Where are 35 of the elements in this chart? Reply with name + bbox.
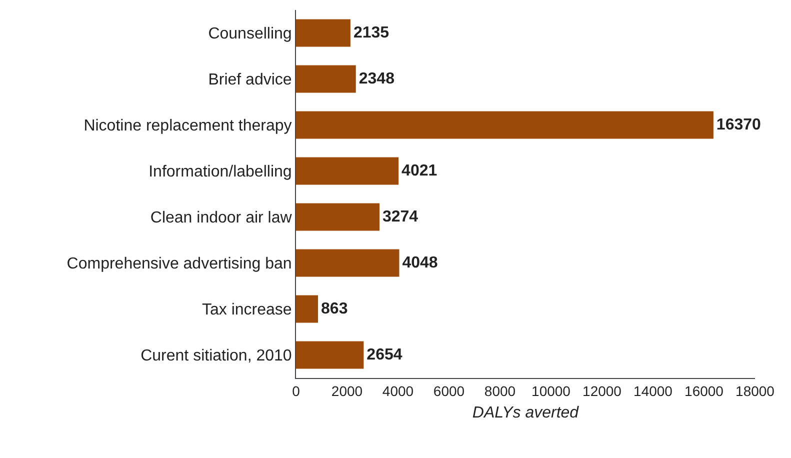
bar: [296, 295, 318, 323]
bar: [296, 111, 714, 139]
bar: [296, 65, 356, 93]
x-tick-label: 4000: [382, 382, 414, 399]
x-tick-label: 16000: [684, 382, 724, 399]
x-tick-label: 18000: [736, 382, 775, 399]
bar: [296, 203, 380, 231]
x-tick-label: 14000: [634, 382, 673, 399]
data-label: 3274: [382, 208, 418, 226]
x-tick-label: 8000: [484, 382, 516, 399]
y-tick-label: Tax increase: [202, 302, 292, 319]
x-tick-label: 2000: [331, 382, 363, 399]
data-label: 16370: [716, 116, 762, 134]
y-tick-label: Clean indoor air law: [150, 210, 292, 227]
data-label: 2135: [353, 24, 390, 42]
y-tick-label: Curent sitiation, 2010: [140, 348, 292, 365]
y-tick-label: Nicotine replacement therapy: [84, 118, 292, 135]
x-tick-label: 6000: [433, 382, 465, 399]
bar: [296, 157, 399, 185]
y-tick-label: Counselling: [208, 26, 292, 43]
y-tick-label: Comprehensive advertising ban: [66, 256, 292, 273]
data-label: 4021: [402, 162, 438, 180]
bar: [296, 19, 350, 47]
data-label: 2348: [358, 70, 395, 88]
y-tick-label: Brief advice: [208, 72, 292, 89]
x-axis-title: DALYs averted: [472, 404, 580, 422]
data-label: 4048: [402, 254, 438, 272]
x-tick-label: 12000: [582, 382, 622, 399]
y-tick-label: Information/labelling: [148, 164, 292, 181]
x-tick-label: 0: [292, 382, 300, 399]
bar: [296, 249, 400, 277]
x-tick-label: 10000: [532, 382, 571, 399]
data-label: 2654: [366, 346, 402, 364]
data-label: 863: [321, 300, 348, 318]
bar: [296, 341, 364, 369]
